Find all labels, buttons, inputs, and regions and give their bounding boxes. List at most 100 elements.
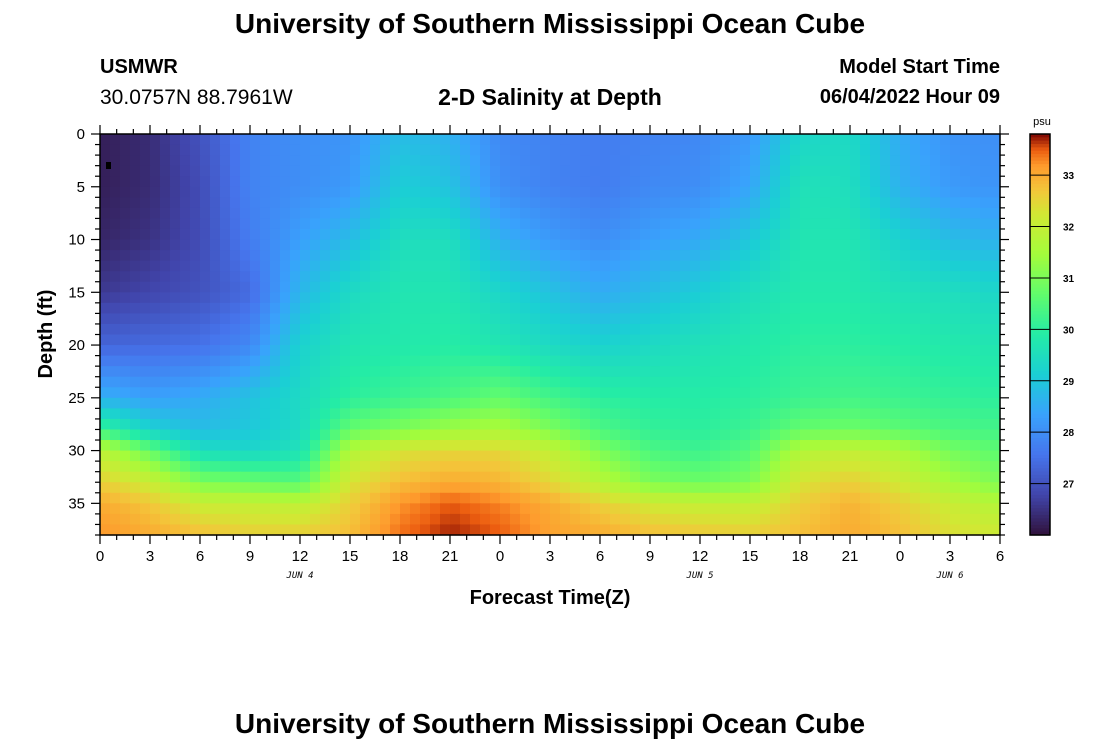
heatmap-cell xyxy=(670,207,681,220)
heatmap-cell xyxy=(230,513,241,526)
heatmap-cell xyxy=(330,134,341,146)
heatmap-cell xyxy=(980,471,991,483)
heatmap-cell xyxy=(220,334,231,346)
heatmap-cell xyxy=(990,186,1001,198)
heatmap-cell xyxy=(870,239,881,251)
heatmap-cell xyxy=(480,260,491,272)
heatmap-cell xyxy=(110,302,121,314)
heatmap-cell xyxy=(440,323,451,336)
heatmap-cell xyxy=(160,408,171,420)
heatmap-cell xyxy=(790,186,801,198)
heatmap-cell xyxy=(170,197,181,209)
heatmap-cell xyxy=(150,228,161,241)
colorbar-step xyxy=(1030,391,1050,396)
heatmap-cell xyxy=(360,260,371,272)
heatmap-cell xyxy=(550,155,561,167)
heatmap-cell xyxy=(780,408,791,420)
heatmap-cell xyxy=(230,397,241,409)
heatmap-cell xyxy=(110,292,121,304)
heatmap-cell xyxy=(920,228,931,241)
heatmap-cell xyxy=(150,281,161,293)
heatmap-cell xyxy=(610,207,621,220)
heatmap-cell xyxy=(140,345,151,357)
heatmap-cell xyxy=(960,397,971,409)
heatmap-cell xyxy=(630,239,641,251)
heatmap-cell xyxy=(410,165,421,177)
heatmap-cell xyxy=(930,376,941,388)
heatmap-cell xyxy=(250,165,261,177)
heatmap-cell xyxy=(300,228,311,241)
heatmap-cell xyxy=(720,366,731,378)
heatmap-cell xyxy=(580,345,591,357)
heatmap-cell xyxy=(430,260,441,272)
heatmap-cell xyxy=(370,408,381,420)
heatmap-cell xyxy=(890,366,901,378)
heatmap-cell xyxy=(490,239,501,251)
heatmap-cell xyxy=(240,302,251,314)
heatmap-cell xyxy=(260,513,271,526)
heatmap-cell xyxy=(210,176,221,188)
heatmap-cell xyxy=(670,197,681,209)
heatmap-cell xyxy=(530,144,541,156)
heatmap-cell xyxy=(160,492,171,504)
heatmap-cell xyxy=(710,271,721,283)
heatmap-cell xyxy=(310,155,321,167)
heatmap-cell xyxy=(360,239,371,251)
heatmap-cell xyxy=(890,418,901,431)
heatmap-cell xyxy=(470,513,481,526)
heatmap-cell xyxy=(860,345,871,357)
heatmap-cell xyxy=(370,144,381,156)
heatmap-cell xyxy=(780,387,791,399)
heatmap-cell xyxy=(350,366,361,378)
heatmap-cell xyxy=(940,323,951,336)
model-start-label: Model Start Time xyxy=(839,56,1000,78)
heatmap-cell xyxy=(930,186,941,198)
heatmap-cell xyxy=(470,429,481,441)
heatmap-cell xyxy=(420,260,431,272)
heatmap-cell xyxy=(910,513,921,526)
heatmap-cell xyxy=(180,323,191,336)
heatmap-cell xyxy=(870,345,881,357)
heatmap-cell xyxy=(840,250,851,262)
heatmap-cell xyxy=(300,524,311,536)
heatmap-cell xyxy=(500,461,511,473)
heatmap-cell xyxy=(310,482,321,494)
heatmap-cell xyxy=(610,218,621,230)
heatmap-cell xyxy=(230,471,241,483)
heatmap-cell xyxy=(860,450,871,462)
heatmap-cell xyxy=(640,355,651,367)
heatmap-cell xyxy=(450,450,461,462)
x-tick-label: 21 xyxy=(442,548,459,565)
heatmap-cell xyxy=(110,313,121,325)
heatmap-cell xyxy=(370,503,381,515)
heatmap-cell xyxy=(760,207,771,220)
heatmap-cell xyxy=(690,471,701,483)
heatmap-cell xyxy=(140,260,151,272)
heatmap-cell xyxy=(240,239,251,251)
heatmap-cell xyxy=(140,250,151,262)
heatmap-cell xyxy=(960,482,971,494)
heatmap-cell xyxy=(600,440,611,452)
heatmap-cell xyxy=(550,387,561,399)
heatmap-cell xyxy=(190,376,201,388)
heatmap-cell xyxy=(650,513,661,526)
heatmap-cell xyxy=(690,292,701,304)
heatmap-cell xyxy=(600,165,611,177)
heatmap-cell xyxy=(460,418,471,431)
heatmap-cell xyxy=(320,503,331,515)
heatmap-cell xyxy=(960,281,971,293)
heatmap-cell xyxy=(500,323,511,336)
heatmap-cell xyxy=(640,134,651,146)
heatmap-cell xyxy=(340,281,351,293)
heatmap-cell xyxy=(310,228,321,241)
heatmap-cell xyxy=(380,134,391,146)
heatmap-cell xyxy=(880,387,891,399)
heatmap-cell xyxy=(620,471,631,483)
heatmap-cell xyxy=(820,450,831,462)
heatmap-cell xyxy=(650,387,661,399)
colorbar-tick-label: 32 xyxy=(1063,223,1075,234)
heatmap-cell xyxy=(370,355,381,367)
heatmap-cell xyxy=(210,440,221,452)
heatmap-cell xyxy=(950,260,961,272)
heatmap-cell xyxy=(740,461,751,473)
